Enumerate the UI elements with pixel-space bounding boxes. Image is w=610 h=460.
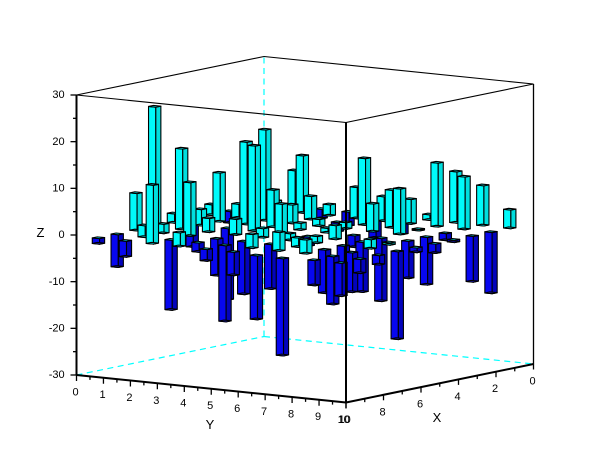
svg-text:10: 10 [52,183,64,195]
svg-text:-30: -30 [49,369,65,381]
svg-text:-20: -20 [49,323,65,335]
svg-text:1: 1 [99,389,105,401]
svg-text:10: 10 [338,414,350,426]
svg-text:4: 4 [180,398,186,410]
svg-text:0: 0 [529,376,535,388]
svg-text:-10: -10 [49,276,65,288]
svg-text:0: 0 [72,387,78,399]
svg-text:8: 8 [379,406,385,418]
svg-text:3: 3 [153,395,159,407]
svg-text:4: 4 [454,391,460,403]
svg-text:2: 2 [492,383,498,395]
svg-text:30: 30 [52,89,64,101]
svg-text:10: 10 [339,414,351,426]
svg-text:X: X [433,410,442,425]
svg-text:2: 2 [126,392,132,404]
svg-text:7: 7 [261,406,267,418]
svg-text:Z: Z [37,225,45,240]
svg-text:20: 20 [52,136,64,148]
svg-text:Y: Y [206,417,215,432]
svg-text:6: 6 [417,399,423,411]
svg-text:0: 0 [58,229,64,241]
svg-text:8: 8 [288,409,294,421]
svg-text:6: 6 [234,403,240,415]
svg-text:9: 9 [315,411,321,423]
svg-text:5: 5 [207,400,213,412]
